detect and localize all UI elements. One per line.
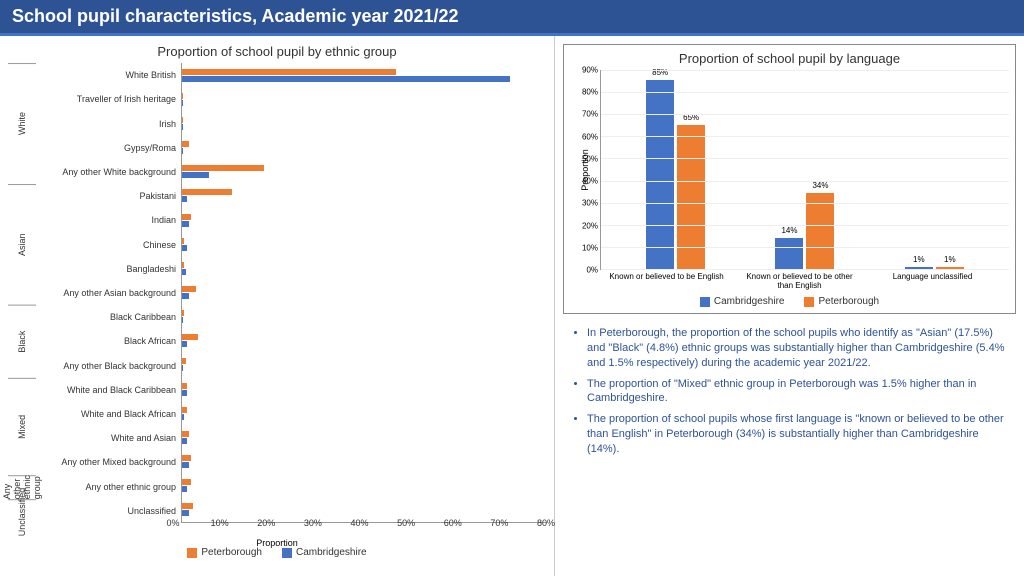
category-label: Chinese [36, 232, 181, 256]
content: Proportion of school pupil by ethnic gro… [0, 36, 1024, 576]
category-label: Indian [36, 208, 181, 232]
ethnic-legend: Peterborough Cambridgeshire [8, 547, 546, 558]
category-label: Traveller of Irish heritage [36, 87, 181, 111]
category-label: White and Asian [36, 426, 181, 450]
category-label: Black African [36, 329, 181, 353]
bullet-item: In Peterborough, the proportion of the s… [587, 326, 1006, 371]
lang-bar-group: 14%34% [775, 193, 834, 269]
ethnic-chart: WhiteAsianBlackMixedAny other ethnic gro… [8, 63, 546, 523]
category-label: Bangladeshi [36, 257, 181, 281]
bullet-list: In Peterborough, the proportion of the s… [563, 326, 1016, 457]
bar-row [182, 353, 546, 377]
bar-row [182, 111, 546, 135]
ethnic-xlabel: Proportion [256, 538, 298, 548]
category-label: Gypsy/Roma [36, 136, 181, 160]
group-label: Mixed [8, 378, 36, 475]
ethnic-chart-panel: Proportion of school pupil by ethnic gro… [0, 36, 555, 576]
category-label: Pakistani [36, 184, 181, 208]
category-label: Any other Black background [36, 353, 181, 377]
ethnic-chart-title: Proportion of school pupil by ethnic gro… [8, 44, 546, 59]
page-header: School pupil characteristics, Academic y… [0, 0, 1024, 36]
group-label: Unclassified [8, 499, 36, 523]
category-label: Any other ethnic group [36, 474, 181, 498]
lang-chart-box: Proportion of school pupil by language P… [563, 44, 1016, 314]
lang-bar-group: 85%65% [646, 80, 705, 269]
bullet-item: The proportion of "Mixed" ethnic group i… [587, 377, 1006, 407]
bar-row [182, 305, 546, 329]
bar-row [182, 425, 546, 449]
category-label: White and Black African [36, 402, 181, 426]
bar-row [182, 184, 546, 208]
lang-chart: Proportion 0%10%20%30%40%50%60%70%80%90%… [570, 70, 1009, 270]
category-label: White British [36, 63, 181, 87]
bar-row [182, 160, 546, 184]
page-title: School pupil characteristics, Academic y… [12, 6, 459, 26]
category-label: Irish [36, 111, 181, 135]
bar-row [182, 450, 546, 474]
category-label: White and Black Caribbean [36, 378, 181, 402]
lang-legend: Cambridgeshire Peterborough [570, 296, 1009, 307]
group-label: Asian [8, 184, 36, 305]
category-label: Black Caribbean [36, 305, 181, 329]
bar-row [182, 377, 546, 401]
bar-row [182, 63, 546, 87]
bullet-item: The proportion of school pupils whose fi… [587, 412, 1006, 457]
bar-row [182, 401, 546, 425]
category-label: Any other White background [36, 160, 181, 184]
right-panel: Proportion of school pupil by language P… [555, 36, 1024, 576]
bar-row [182, 87, 546, 111]
bar-row [182, 232, 546, 256]
group-label: White [8, 63, 36, 184]
category-label: Any other Asian background [36, 281, 181, 305]
bar-row [182, 135, 546, 159]
group-label: Black [8, 305, 36, 378]
bar-row [182, 208, 546, 232]
bar-row [182, 329, 546, 353]
bar-row [182, 474, 546, 498]
bar-row [182, 280, 546, 304]
category-label: Unclassified [36, 499, 181, 523]
category-label: Any other Mixed background [36, 450, 181, 474]
lang-chart-title: Proportion of school pupil by language [570, 51, 1009, 66]
bar-row [182, 256, 546, 280]
